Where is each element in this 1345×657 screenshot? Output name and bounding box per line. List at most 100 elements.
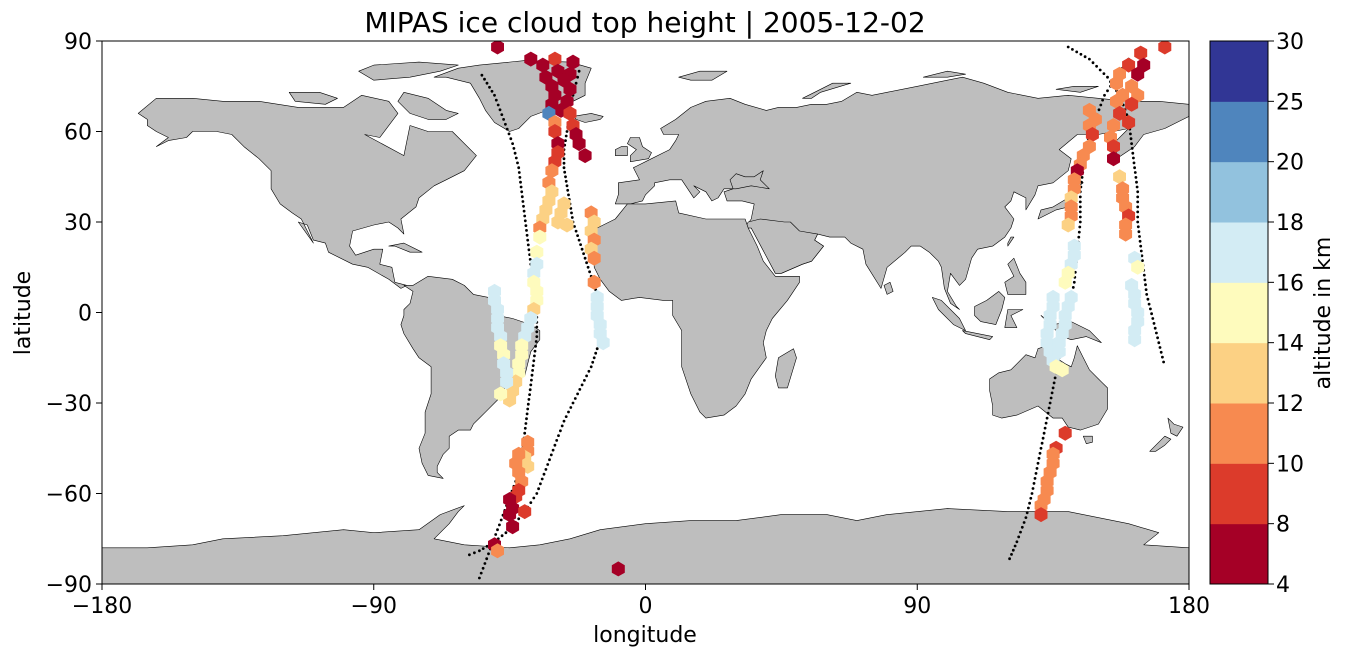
track-dot	[592, 356, 596, 360]
track-dot	[526, 243, 530, 247]
track-dot	[526, 402, 530, 406]
track-dot	[493, 93, 496, 97]
track-dot	[1088, 57, 1091, 61]
track-dot	[1143, 278, 1147, 282]
track-dot	[526, 407, 530, 411]
track-dot	[548, 458, 551, 462]
track-dot	[496, 528, 499, 532]
track-dot	[1145, 293, 1149, 296]
track-dot	[1149, 307, 1152, 311]
colorbar-tick-label: 10	[1276, 452, 1304, 477]
track-dot	[1078, 215, 1082, 219]
track-dot	[585, 261, 588, 265]
cloud-marker	[1113, 169, 1126, 185]
track-dot	[1139, 244, 1143, 248]
track-dot	[523, 219, 527, 223]
track-dot	[1072, 280, 1076, 284]
track-dot	[579, 243, 582, 247]
track-dot	[532, 496, 536, 500]
track-dot	[1153, 326, 1157, 330]
track-dot	[563, 170, 567, 174]
track-dot	[517, 171, 521, 174]
track-dot	[1078, 195, 1082, 199]
track-dot	[1078, 225, 1082, 229]
land-borneo	[974, 291, 1006, 325]
track-dot	[532, 359, 536, 363]
cloud-marker	[560, 217, 574, 233]
land-svalbard	[678, 70, 728, 81]
track-dot	[1142, 273, 1146, 277]
cloud-marker	[1125, 96, 1139, 112]
track-dot	[1135, 180, 1138, 184]
colorbar-tick-label: 14	[1276, 332, 1304, 357]
track-dot	[1134, 176, 1138, 179]
track-dot	[1024, 516, 1028, 519]
land-java	[962, 330, 993, 340]
land-taiwan	[1007, 236, 1015, 247]
track-dot	[553, 443, 557, 447]
cloud-marker	[1107, 139, 1120, 155]
track-dot	[564, 175, 567, 179]
y-tick-label: 60	[64, 121, 92, 146]
x-tick-label: −180	[72, 594, 132, 619]
land-great-britain	[627, 137, 652, 162]
track-dot	[528, 393, 531, 396]
track-dot	[523, 426, 527, 430]
x-axis-label: longitude	[593, 623, 697, 648]
track-dot	[525, 233, 529, 237]
colorbar-bin	[1210, 463, 1268, 525]
track-dot	[574, 229, 578, 233]
track-dot	[473, 551, 476, 555]
colorbar-tick-label: 25	[1276, 90, 1304, 115]
track-dot	[549, 453, 553, 457]
colorbar-tick-label: 12	[1276, 392, 1304, 417]
track-dot	[1031, 487, 1035, 490]
track-dot	[519, 185, 523, 189]
y-tick-label: −60	[46, 483, 92, 508]
colorbar-bin	[1210, 222, 1268, 283]
track-dot	[1130, 147, 1134, 150]
y-tick-label: 90	[64, 30, 92, 55]
track-dot	[519, 180, 522, 184]
track-dot	[559, 429, 562, 433]
track-dot	[1039, 446, 1043, 450]
track-dot	[539, 482, 542, 486]
x-tick-label: −90	[351, 594, 397, 619]
track-dot	[1130, 142, 1133, 146]
map-panel	[101, 40, 1190, 585]
track-dot	[496, 103, 500, 107]
colorbar-bin	[1210, 161, 1268, 223]
track-dot	[577, 238, 581, 242]
cloud-marker	[566, 54, 580, 70]
track-dot	[1045, 416, 1049, 420]
track-dot	[576, 392, 579, 396]
track-dot	[498, 108, 502, 112]
track-dot	[1138, 239, 1142, 243]
track-dot	[1013, 544, 1017, 548]
track-dot	[1151, 317, 1155, 320]
track-dot	[513, 151, 517, 155]
land-sulawesi	[1004, 309, 1024, 328]
track-dot	[564, 134, 568, 138]
land-victoria-island	[288, 92, 338, 105]
track-dot	[1015, 540, 1019, 544]
cloud-marker	[1128, 332, 1142, 348]
track-dot	[1159, 350, 1163, 354]
colorbar-bin	[1210, 41, 1268, 102]
track-dot	[582, 252, 585, 256]
track-dot	[565, 130, 569, 133]
track-dot	[505, 127, 509, 131]
cloud-marker	[491, 543, 504, 559]
track-dot	[1078, 200, 1082, 204]
cloud-marker	[536, 57, 550, 73]
track-dot	[1141, 259, 1144, 262]
track-dot	[1097, 108, 1101, 112]
y-tick-label: 0	[78, 302, 92, 327]
track-dot	[551, 448, 555, 452]
cloud-marker	[587, 274, 601, 290]
track-dot	[1066, 45, 1070, 49]
track-dot	[576, 234, 579, 238]
track-dot	[520, 190, 524, 194]
track-dot	[546, 463, 550, 466]
track-dot	[571, 401, 575, 405]
